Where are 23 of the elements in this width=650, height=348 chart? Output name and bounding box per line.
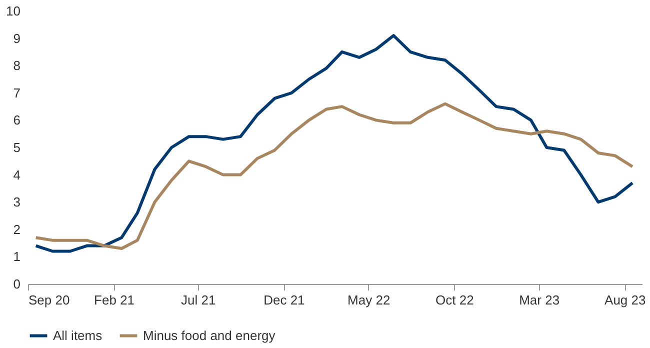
x-tick-label: Sep 20 [28, 292, 70, 308]
x-tick-label: Jul 21 [181, 292, 216, 308]
x-tick-label: Dec 21 [264, 292, 305, 308]
y-tick-label: 1 [13, 249, 20, 264]
y-tick-label: 5 [13, 140, 20, 155]
y-tick-label: 0 [13, 276, 20, 292]
x-tick-label: Feb 21 [94, 292, 135, 308]
y-tick-label: 10 [6, 4, 20, 18]
y-tick-label: 6 [13, 112, 20, 128]
x-tick-label: Oct 22 [436, 292, 474, 308]
legend-label: Minus food and energy [143, 328, 276, 343]
y-tick-label: 2 [13, 222, 20, 237]
y-tick-label: 9 [13, 30, 20, 46]
x-tick-label: Aug 23 [604, 292, 646, 308]
y-tick-label: 7 [13, 85, 20, 100]
legend-label: All items [53, 328, 103, 343]
x-tick-label: Mar 23 [519, 292, 560, 308]
line-series [34, 102, 634, 250]
line-series [34, 34, 634, 253]
y-tick-label: 8 [13, 58, 20, 74]
y-tick-label: 4 [13, 167, 20, 182]
y-tick-label: 3 [13, 194, 20, 210]
x-tick-label: May 22 [348, 292, 390, 308]
